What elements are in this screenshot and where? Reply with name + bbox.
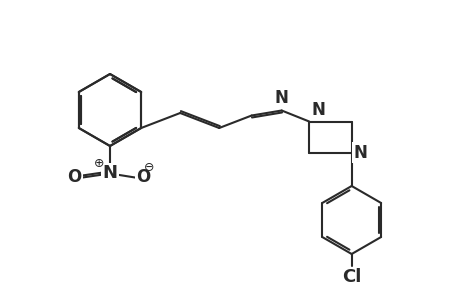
Text: Cl: Cl: [341, 268, 361, 286]
Text: N: N: [102, 164, 117, 182]
Text: N: N: [310, 100, 325, 118]
Text: O: O: [136, 169, 150, 187]
Text: O: O: [67, 169, 81, 187]
Text: N: N: [353, 143, 367, 161]
Text: ⊖: ⊖: [144, 161, 154, 174]
Text: N: N: [274, 89, 288, 107]
Text: ⊕: ⊕: [94, 157, 104, 170]
